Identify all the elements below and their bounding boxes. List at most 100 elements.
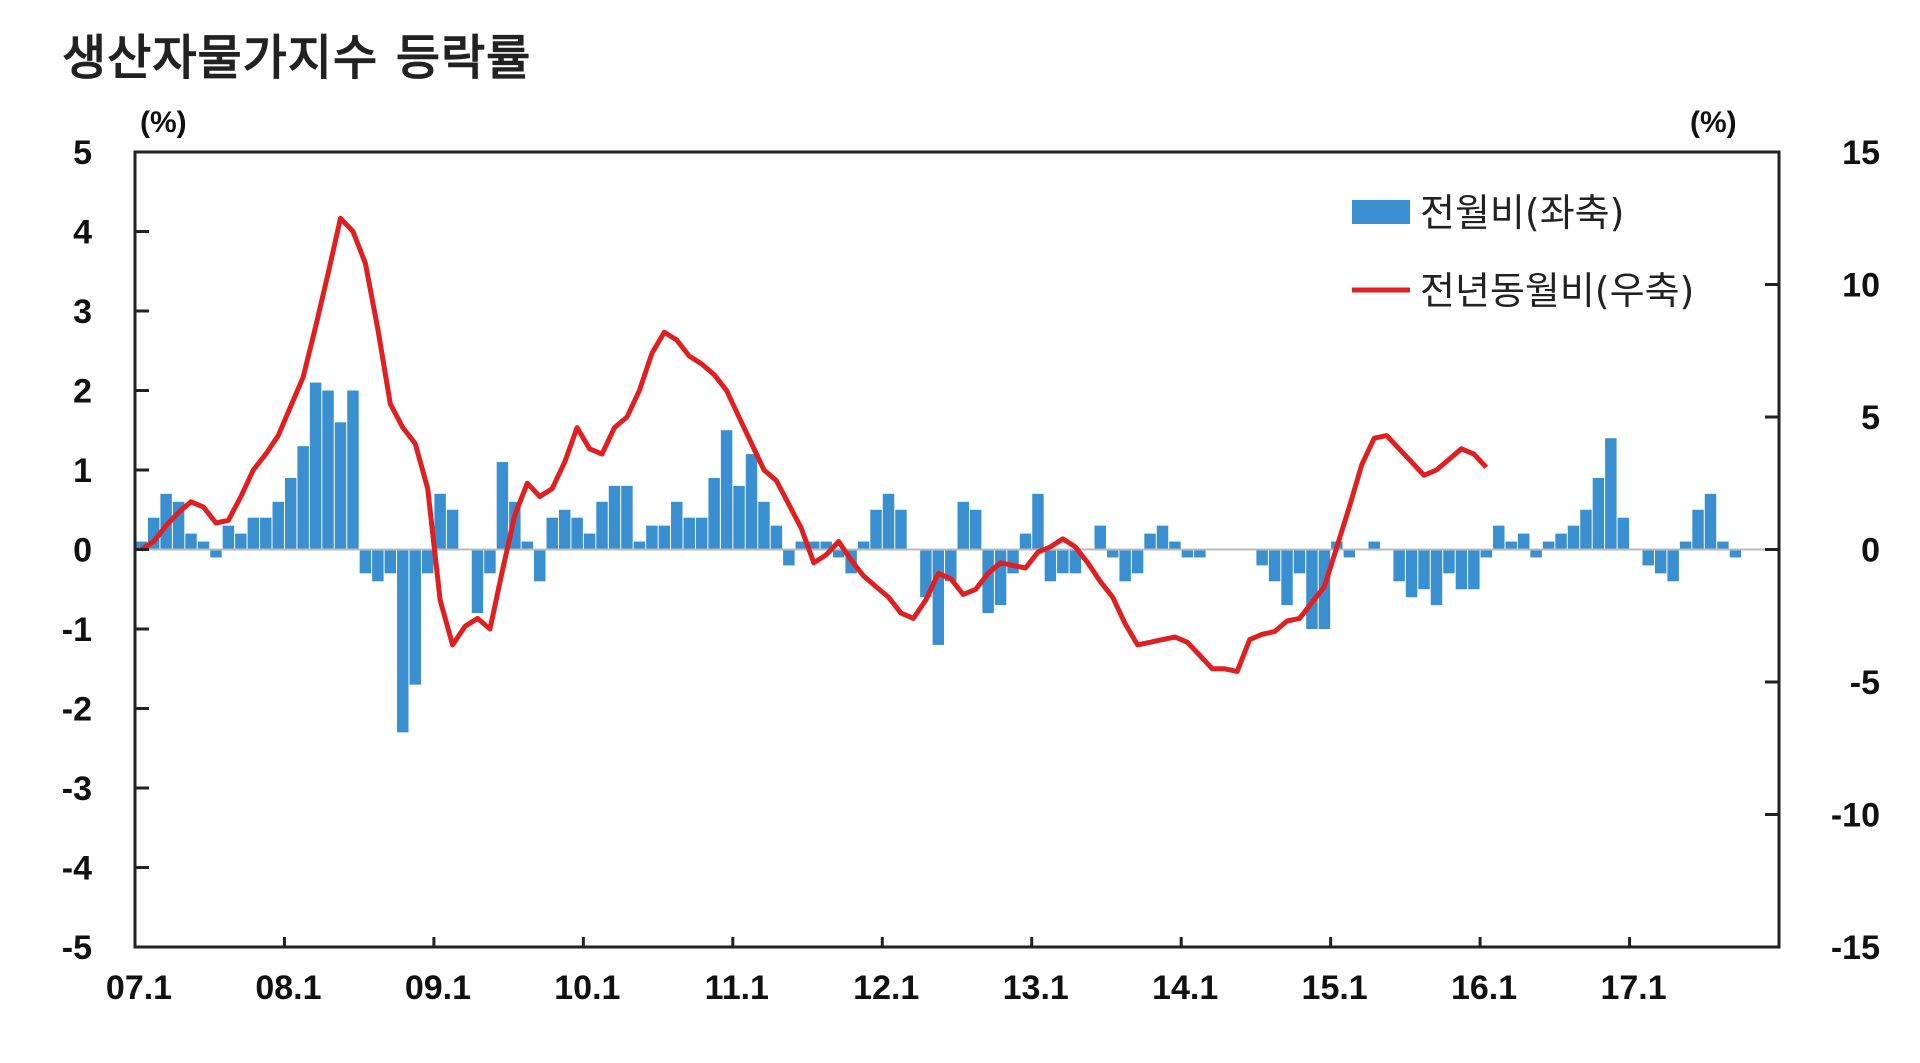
bar-mark [1567,525,1580,550]
bar-mark [172,501,185,550]
bar-mark [1729,549,1742,558]
bar-mark [1007,549,1019,574]
right-tick-label: -10 [1831,797,1880,835]
bar-mark [247,517,260,550]
x-tick-label: 11.1 [705,969,769,1007]
bar-mark [135,541,147,550]
legend-label-line: 전년동월비(우축) [1420,269,1694,313]
left-tick-label: -3 [62,770,92,808]
bar-mark [720,430,733,550]
right-y-axis: 15 10 5 0 -5 -10 -15 [1765,134,1880,967]
legend-swatch-bar [1352,200,1410,224]
bar-mark [210,549,222,558]
bar-mark [808,541,820,550]
bar-mark [1605,438,1617,550]
x-tick-label: 13.1 [1003,969,1069,1007]
bar-mark [1555,533,1567,550]
bar-mark [1493,525,1505,550]
right-tick-label: 10 [1842,267,1880,305]
bar-mark [434,493,446,550]
x-tick-label: 15.1 [1302,969,1368,1007]
bar-mark [671,501,683,550]
bar-mark [1642,549,1654,566]
bar-mark [1069,549,1082,574]
x-tick-label: 10.1 [554,969,620,1007]
left-tick-label: 0 [73,532,92,570]
left-tick-label: 4 [73,214,92,252]
bar-mark [546,517,558,550]
bar-mark [421,549,434,574]
x-tick-label: 16.1 [1451,969,1517,1007]
bar-mark [870,509,882,550]
bar-mark [297,446,309,550]
bar-mark [1480,549,1493,558]
bar-mark [646,525,658,550]
bar-mark [309,382,322,550]
bar-mark [235,533,247,550]
bar-mark [1057,549,1069,574]
right-tick-label: -5 [1850,664,1880,702]
bar-mark [832,549,845,558]
bar-mark [1293,549,1306,574]
bar-mark [347,390,359,550]
bar-mark [945,549,957,582]
bar-mark [197,541,210,550]
bar-mark [583,533,596,550]
bar-mark [1268,549,1281,582]
bar-mark [882,493,895,550]
x-axis: 07.1 08.1 09.1 10.1 11.1 12.1 13.1 14.1 15.1 16.1… [106,937,1667,1007]
bar-mark [409,549,421,685]
bar-mark [1505,541,1517,550]
bar-mark [284,477,297,550]
left-tick-label: -4 [62,850,92,888]
bar-mark [334,422,347,550]
x-tick-label: 09.1 [405,969,471,1007]
bar-mark [1094,525,1106,550]
bar-mark [1044,549,1057,582]
bar-mark [471,549,484,614]
bar-mark [783,549,795,566]
x-tick-label: 17.1 [1600,969,1666,1007]
bar-mark [1592,477,1605,550]
right-tick-label: 15 [1842,134,1880,172]
bar-mark [820,541,832,550]
right-unit-label: (%) [1690,106,1737,139]
left-tick-label: 1 [73,452,92,490]
left-unit-label: (%) [140,106,187,139]
bar-mark [1119,549,1131,582]
bar-mark [1194,549,1206,558]
bar-mark [1580,509,1592,550]
legend: 전월비(좌축) 전년동월비(우축) [1352,191,1694,313]
bar-mark [1455,549,1468,590]
bar-mark [521,541,534,550]
left-y-axis: 5 4 3 2 1 0 -1 -2 -3 -4 -5 [62,134,149,967]
bar-mark [1019,533,1032,550]
bar-mark [260,517,272,550]
bar-mark [745,454,758,550]
bar-mark [1542,541,1555,550]
bar-mark [1692,509,1704,550]
bar-mark [733,485,745,550]
bar-series-mom [135,382,1742,733]
bar-mark [695,517,708,550]
bar-mark [795,541,808,550]
bar-mark [1393,549,1405,582]
bar-mark [1717,541,1729,550]
bar-mark [1654,549,1667,574]
left-tick-label: 3 [73,293,92,331]
x-tick-label: 14.1 [1152,969,1218,1007]
bar-mark [397,549,409,733]
left-tick-label: 2 [73,373,92,411]
bar-mark [571,517,583,550]
bar-mark [185,533,197,550]
bar-mark [372,549,384,582]
bar-mark [1418,549,1430,590]
bar-mark [895,509,907,550]
bar-mark [1281,549,1293,606]
bar-mark [1256,549,1268,566]
bar-mark [272,501,284,550]
x-tick-label: 08.1 [255,969,321,1007]
left-tick-label: 5 [73,134,92,172]
bar-mark [1368,541,1380,550]
